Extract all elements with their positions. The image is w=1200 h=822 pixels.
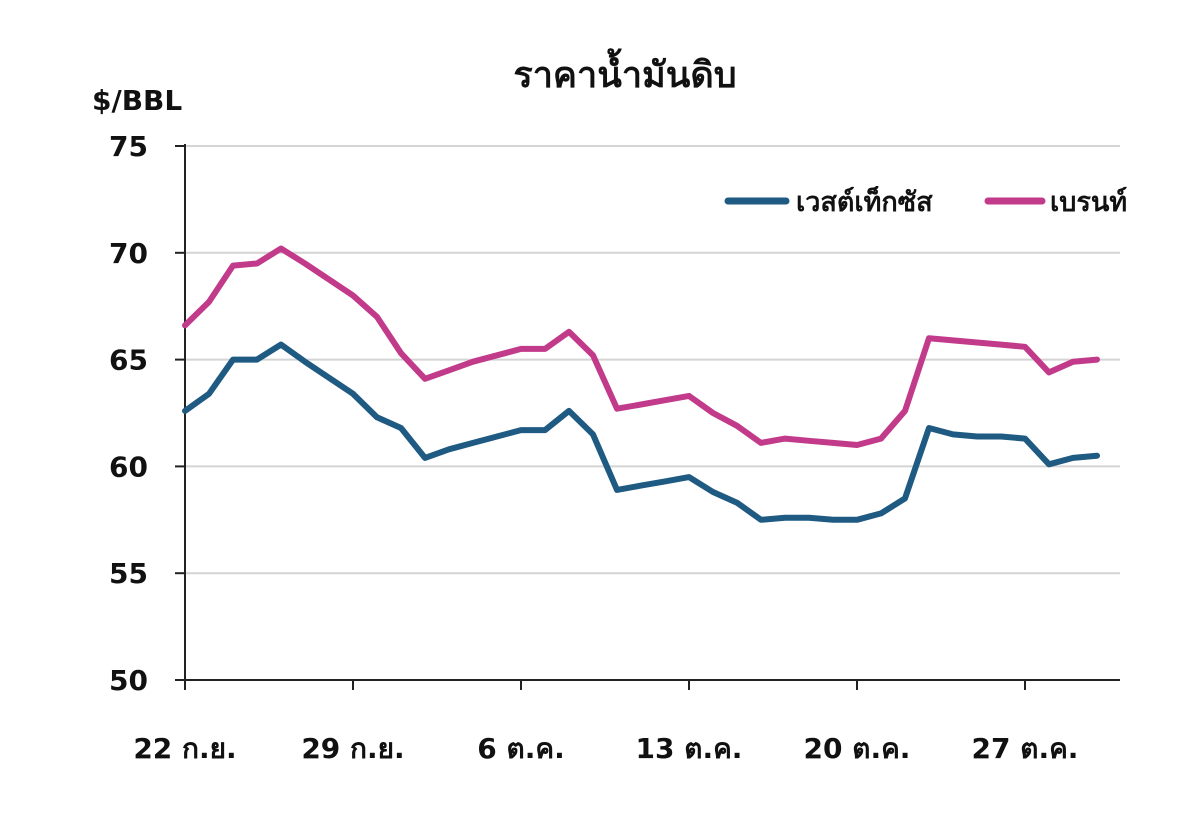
x-tick-label-4: 20 ต.ค. (804, 732, 911, 765)
series-line-0 (182, 341, 1100, 523)
y-tick-label-70: 70 (109, 237, 148, 270)
x-tick-label-5: 27 ต.ค. (972, 732, 1079, 765)
y-tick-label-65: 65 (109, 344, 148, 377)
x-tick-label-3: 13 ต.ค. (636, 732, 743, 765)
x-tick-label-0: 22 ก.ย. (133, 732, 236, 765)
y-tick-label-75: 75 (109, 130, 148, 163)
y-tick-label-55: 55 (109, 557, 148, 590)
x-tick-label-1: 29 ก.ย. (301, 732, 404, 765)
y-tick-label-60: 60 (109, 450, 148, 483)
x-tick-label-2: 6 ต.ค. (477, 732, 564, 765)
legend-label-1: เบรนท์ (1050, 186, 1127, 218)
legend-label-0: เวสต์เท็กซัส (796, 184, 933, 218)
y-axis-unit-label: $/BBL (92, 84, 183, 117)
series-line-1 (182, 245, 1100, 448)
y-tick-label-50: 50 (109, 664, 148, 697)
chart-title: ราคาน้ำมันดิบ (513, 55, 737, 96)
